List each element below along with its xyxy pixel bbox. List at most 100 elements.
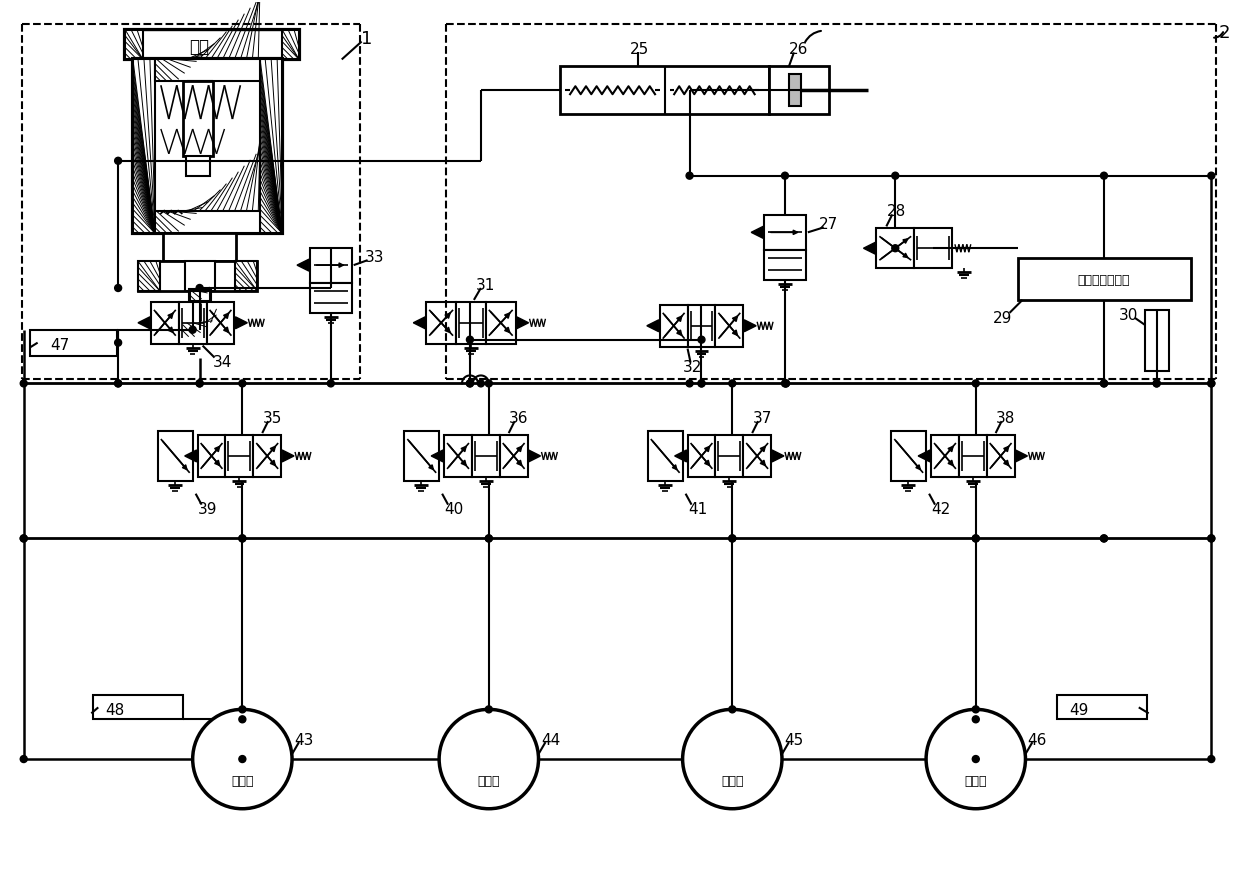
Text: 28: 28: [887, 204, 906, 219]
Circle shape: [239, 755, 246, 763]
Text: 26: 26: [789, 42, 808, 57]
Bar: [877, 229, 914, 269]
Text: 右后轮: 右后轮: [477, 774, 500, 788]
Bar: [472, 435, 500, 477]
Bar: [404, 432, 439, 481]
Bar: [133, 61, 155, 234]
Polygon shape: [647, 320, 658, 333]
Circle shape: [327, 381, 335, 387]
Circle shape: [485, 706, 492, 713]
Bar: [660, 306, 687, 347]
Text: 左前轮: 左前轮: [231, 774, 254, 788]
Text: 42: 42: [931, 502, 951, 517]
Circle shape: [439, 710, 538, 809]
Circle shape: [20, 536, 27, 543]
Bar: [987, 435, 1014, 477]
Circle shape: [196, 285, 203, 292]
Circle shape: [972, 706, 980, 713]
Polygon shape: [236, 317, 247, 329]
Polygon shape: [413, 317, 425, 329]
Text: 30: 30: [1120, 308, 1138, 323]
Polygon shape: [773, 451, 784, 462]
Circle shape: [1208, 536, 1215, 543]
Polygon shape: [283, 451, 294, 462]
Bar: [125, 30, 143, 61]
Bar: [914, 229, 952, 269]
Bar: [182, 82, 212, 156]
Bar: [162, 234, 237, 262]
Circle shape: [926, 710, 1025, 809]
Bar: [931, 435, 959, 477]
Circle shape: [466, 381, 474, 387]
Bar: [186, 156, 210, 176]
Bar: [188, 290, 211, 304]
Bar: [1058, 696, 1147, 720]
Circle shape: [781, 381, 789, 387]
Text: 29: 29: [993, 311, 1012, 326]
Circle shape: [781, 173, 789, 180]
Circle shape: [190, 327, 196, 333]
Circle shape: [698, 381, 706, 387]
Bar: [687, 435, 715, 477]
Bar: [187, 82, 212, 94]
Bar: [764, 216, 806, 251]
Text: 49: 49: [1069, 702, 1089, 717]
Bar: [125, 30, 299, 61]
Text: 41: 41: [688, 502, 707, 517]
Bar: [764, 251, 806, 281]
Bar: [954, 750, 998, 768]
Bar: [253, 435, 281, 477]
Circle shape: [239, 716, 246, 723]
Text: 38: 38: [996, 410, 1016, 426]
Text: 40: 40: [444, 502, 464, 517]
Circle shape: [698, 337, 706, 344]
Circle shape: [114, 158, 122, 165]
Bar: [486, 302, 516, 344]
Circle shape: [686, 173, 693, 180]
Text: 37: 37: [753, 410, 771, 426]
Circle shape: [972, 381, 980, 387]
Circle shape: [1208, 536, 1215, 543]
Text: 36: 36: [508, 410, 528, 426]
Circle shape: [466, 337, 474, 344]
Bar: [236, 262, 257, 291]
Circle shape: [20, 755, 27, 763]
Bar: [310, 283, 352, 314]
Circle shape: [686, 381, 693, 387]
Bar: [179, 302, 207, 344]
Bar: [155, 61, 260, 82]
Circle shape: [477, 381, 485, 387]
Bar: [427, 302, 456, 344]
Bar: [182, 324, 217, 337]
Bar: [647, 432, 682, 481]
Bar: [560, 67, 769, 115]
Circle shape: [1153, 381, 1161, 387]
Circle shape: [782, 381, 790, 387]
Text: 46: 46: [1028, 732, 1047, 746]
Circle shape: [1153, 381, 1161, 387]
Text: 2: 2: [1219, 23, 1230, 41]
Circle shape: [20, 381, 27, 387]
Circle shape: [196, 381, 203, 387]
Circle shape: [1100, 536, 1107, 543]
Bar: [1018, 259, 1192, 300]
Bar: [185, 262, 215, 291]
Circle shape: [114, 381, 122, 387]
Text: 44: 44: [541, 732, 560, 746]
Text: 31: 31: [476, 277, 496, 292]
Circle shape: [466, 381, 474, 387]
Bar: [715, 435, 743, 477]
Text: 45: 45: [784, 732, 804, 746]
Polygon shape: [298, 260, 309, 272]
Bar: [207, 302, 234, 344]
Text: 27: 27: [820, 216, 838, 232]
Bar: [444, 435, 472, 477]
Circle shape: [114, 381, 122, 387]
Text: 左后轮: 左后轮: [965, 774, 987, 788]
Bar: [157, 432, 192, 481]
Circle shape: [1100, 173, 1107, 180]
Bar: [283, 30, 299, 61]
Bar: [456, 302, 486, 344]
Circle shape: [239, 381, 246, 387]
Polygon shape: [744, 320, 756, 333]
